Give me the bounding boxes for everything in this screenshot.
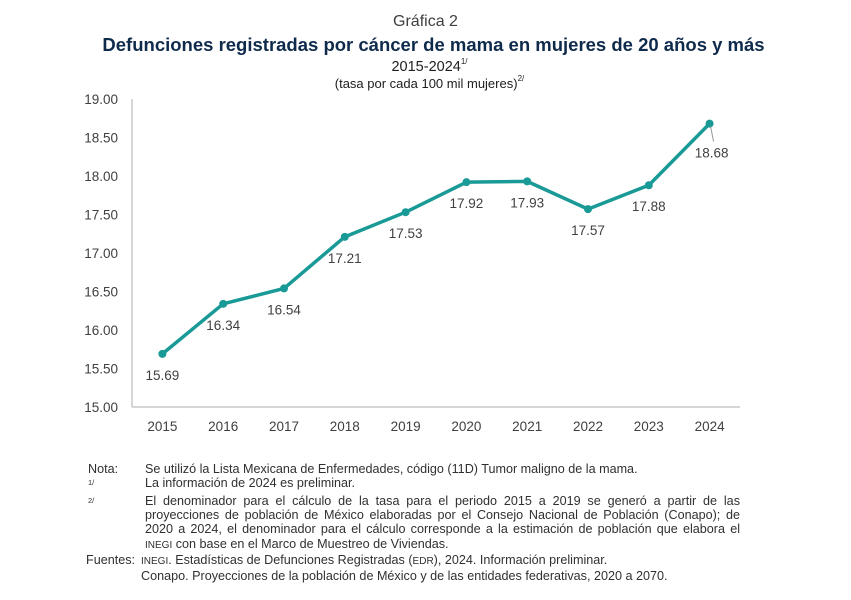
unit-text: (tasa por cada 100 mil mujeres) [334,76,518,91]
data-label: 15.69 [146,368,180,383]
y-tick-label: 18.00 [84,169,118,184]
note-2-key: 2/ [88,495,95,505]
chart-period: 2015-20241/ [4,57,851,75]
x-tick-label: 2024 [695,419,726,434]
data-point [644,181,653,190]
x-tick-label: 2021 [512,419,542,434]
data-label: 16.54 [267,302,301,317]
data-label: 17.21 [328,251,362,266]
note-1: 1/ La información de 2024 es preliminar. [88,476,740,493]
data-points [158,119,714,358]
note-1-text: La información de 2024 es preliminar. [145,476,356,491]
data-labels: 15.69 16.34 16.54 17.21 17.53 17.92 17.93 17.57… [146,126,729,383]
source-1: Fuentes: INEGI. Estadísticas de Defuncio… [86,553,740,569]
x-tick-label: 2023 [634,419,664,434]
note-1-key: 1/ [88,478,95,488]
data-point [523,177,532,186]
chart-label: Gráfica 2 [393,13,458,30]
inegi-acronym: INEGI [145,539,173,551]
x-tick-label: 2019 [391,419,421,434]
data-point [340,232,349,241]
x-tick-label: 2015 [147,419,177,434]
line-chart: 15.00 15.50 16.00 16.50 17.00 17.50 18.00 18.50… [84,92,740,434]
data-point [158,349,167,358]
data-point [280,284,288,293]
note-main: Nota: Se utilizó la Lista Mexicana de En… [88,462,740,476]
chart-title: Defunciones registradas por cáncer de ma… [102,34,765,55]
y-tick-label: 15.00 [84,400,118,415]
y-tick-label: 19.00 [84,92,118,107]
data-point [705,119,714,128]
chart-unit: (tasa por cada 100 mil mujeres)2/ [4,74,851,91]
data-label: 17.57 [571,223,605,238]
data-point [462,178,471,187]
x-tick-label: 2022 [573,419,603,434]
series-line [161,122,711,356]
x-tick-label: 2017 [269,419,299,434]
note-text: Se utilizó la Lista Mexicana de Enfermed… [145,462,638,476]
note-2: 2/ El denominador para el cálculo de la … [88,494,740,553]
data-label: 18.68 [695,146,729,161]
notes-section: Nota: Se utilizó la Lista Mexicana de En… [86,462,740,584]
y-axis-ticks: 15.00 15.50 16.00 16.50 17.00 17.50 18.00 18.50… [84,92,118,415]
y-tick-label: 18.50 [84,131,118,146]
period-text: 2015-2024 [391,59,461,75]
x-tick-label: 2018 [330,419,360,434]
data-label: 17.53 [389,226,423,241]
label-leader-line [710,126,715,142]
note-key: Nota: [88,462,119,476]
source-2: Conapo. Proyecciones de la población de … [86,569,740,583]
data-point [219,299,228,308]
data-label: 16.34 [206,318,240,333]
source-1-text: INEGI. Estadísticas de Defunciones Regis… [141,552,608,567]
unit-footnote-mark: 2/ [517,74,525,83]
data-point [584,205,592,214]
y-tick-label: 16.50 [84,285,118,300]
x-axis-ticks: 2015 2016 2017 2018 2019 2020 2021 2022 2023 2024 [147,419,725,434]
data-label: 17.92 [450,196,484,211]
sources-key: Fuentes: [86,552,136,567]
x-tick-label: 2016 [208,419,238,434]
data-label: 17.93 [510,195,544,210]
source-2-text: Conapo. Proyecciones de la población de … [141,569,668,584]
y-tick-label: 15.50 [84,362,118,377]
y-tick-label: 17.50 [84,208,118,223]
note-2-text: El denominador para el cálculo de la tas… [145,493,740,551]
data-point [401,208,410,217]
period-footnote-mark: 1/ [460,57,468,66]
y-tick-label: 17.00 [84,246,118,261]
data-label: 17.88 [632,199,666,214]
y-tick-label: 16.00 [84,323,118,338]
x-tick-label: 2020 [451,419,481,434]
